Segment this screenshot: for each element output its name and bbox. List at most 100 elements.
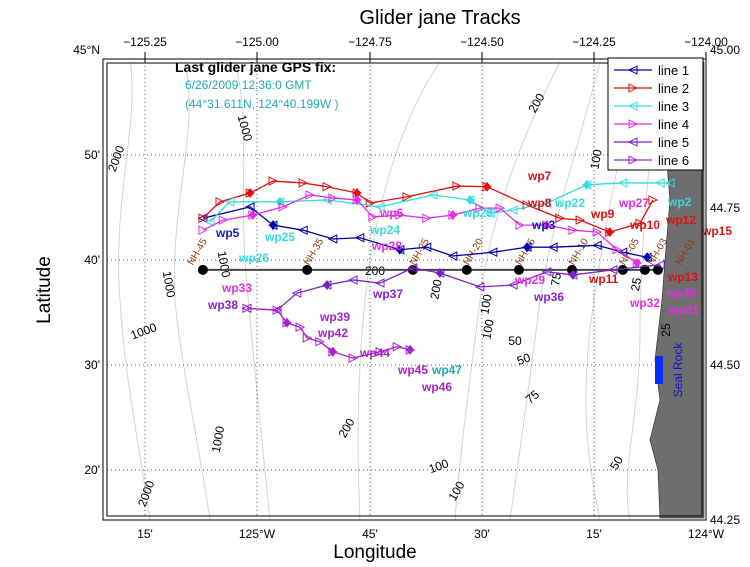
axis-ticks: −125.25 −125.00 −124.75 −124.50 −124.25 −124.… bbox=[73, 35, 740, 541]
waypoint-label: wp12 bbox=[665, 213, 696, 227]
legend-entry: line 5 bbox=[614, 135, 689, 150]
bottom-tick-label: 124°W bbox=[688, 527, 725, 541]
surfacing-diamond bbox=[353, 194, 362, 205]
left-tick-label: 40' bbox=[84, 253, 100, 267]
track-marker bbox=[347, 275, 358, 285]
track-marker bbox=[475, 203, 485, 213]
track-marker bbox=[354, 232, 365, 243]
waypoint-label: wp42 bbox=[317, 326, 348, 340]
surfacing-diamond bbox=[435, 268, 444, 279]
plot-frame bbox=[102, 58, 707, 521]
nh-station-marker bbox=[197, 264, 208, 275]
waypoint-label: wp46 bbox=[421, 380, 452, 394]
contour-label: 1000 bbox=[215, 250, 233, 279]
legend-label: line 1 bbox=[658, 63, 689, 78]
track-marker bbox=[242, 303, 253, 314]
seal-rock-label: Seal Rock bbox=[671, 342, 685, 398]
left-tick-label: 20' bbox=[84, 463, 100, 477]
surfacing-diamond bbox=[605, 227, 614, 238]
waypoint-label: wp30 bbox=[665, 286, 696, 300]
track-marker bbox=[627, 137, 638, 147]
track-line-4 bbox=[198, 190, 643, 268]
top-tick-label: −124.25 bbox=[572, 35, 616, 49]
waypoint-label: wp11 bbox=[588, 272, 619, 286]
surfacing-diamond bbox=[582, 179, 591, 190]
waypoint-label: wp32 bbox=[629, 296, 660, 310]
contour-label: 75 bbox=[523, 387, 542, 407]
surfacing-diamond bbox=[542, 220, 551, 231]
track-marker bbox=[485, 208, 495, 218]
track-marker bbox=[508, 280, 518, 290]
top-tick-label: −125.00 bbox=[235, 35, 279, 49]
nh-station-label: NH-35 bbox=[302, 236, 326, 267]
track-marker bbox=[302, 333, 313, 343]
waypoint-label: wp8 bbox=[527, 196, 552, 210]
surfacing-diamond bbox=[465, 194, 474, 205]
top-tick-label: −124.75 bbox=[348, 35, 392, 49]
legend-label: line 6 bbox=[658, 153, 689, 168]
nh-station-label: NH-15 bbox=[514, 236, 538, 267]
track-marker bbox=[422, 213, 432, 224]
waypoint-label: wp22 bbox=[554, 196, 585, 210]
track-marker bbox=[272, 305, 283, 315]
track-marker bbox=[291, 288, 302, 298]
legend-entry: line 6 bbox=[614, 153, 689, 168]
track-marker bbox=[575, 215, 586, 225]
legend-entry: line 4 bbox=[614, 117, 689, 132]
waypoint-label: wp38 bbox=[207, 298, 238, 312]
track-marker bbox=[515, 220, 525, 230]
nh-station-label: NH-25 bbox=[408, 236, 432, 267]
track-marker bbox=[368, 212, 378, 222]
surfacing-diamond bbox=[448, 210, 457, 221]
track-marker bbox=[427, 190, 438, 200]
waypoint-label: wp31 bbox=[668, 303, 699, 317]
track-marker bbox=[392, 341, 403, 352]
track-marker bbox=[487, 247, 498, 258]
track-marker bbox=[568, 225, 579, 235]
track-marker bbox=[375, 346, 386, 357]
surfacing-diamond bbox=[406, 344, 415, 355]
track-line-6 bbox=[242, 303, 416, 363]
track-marker bbox=[648, 195, 659, 205]
contour-label: 1000 bbox=[129, 320, 159, 342]
track-marker bbox=[474, 282, 485, 292]
waypoint-label: wp25 bbox=[264, 230, 295, 244]
track-marker bbox=[348, 353, 359, 363]
grid-lines bbox=[107, 62, 704, 518]
track-marker bbox=[452, 181, 463, 191]
contour-label: 200 bbox=[427, 278, 444, 300]
track-marker bbox=[204, 217, 215, 227]
contour-label: 100 bbox=[587, 148, 604, 170]
waypoint-label: wp39 bbox=[319, 310, 350, 324]
nh-station-label: NH-10 bbox=[567, 236, 591, 267]
track-marker bbox=[315, 336, 325, 347]
surfacing-diamond bbox=[269, 220, 278, 231]
legend-label: line 2 bbox=[658, 81, 689, 96]
seal-rock-marker bbox=[655, 356, 663, 384]
contour-label: 2000 bbox=[135, 478, 157, 508]
track-line bbox=[202, 194, 638, 264]
waypoint-label: wp27 bbox=[618, 196, 649, 210]
contour-label: 100 bbox=[445, 479, 467, 504]
track-marker bbox=[305, 190, 316, 200]
waypoint-label: wp47 bbox=[431, 363, 462, 377]
track-marker bbox=[244, 202, 255, 212]
track-marker bbox=[374, 202, 385, 212]
track-marker bbox=[327, 234, 338, 244]
track-marker bbox=[655, 260, 665, 270]
track-marker bbox=[628, 155, 639, 165]
contour-label: 100 bbox=[427, 456, 451, 476]
track-marker bbox=[407, 263, 418, 273]
track-marker bbox=[495, 203, 506, 213]
surfacing-diamond bbox=[246, 188, 255, 199]
track-marker bbox=[548, 242, 558, 252]
nh-station-marker bbox=[461, 264, 472, 275]
track-marker bbox=[295, 322, 306, 333]
contour-label: 100 bbox=[477, 293, 494, 315]
contour-label: 2000 bbox=[105, 143, 127, 173]
waypoint-label: wp36 bbox=[533, 290, 564, 304]
gps-heading: Last glider jane GPS fix: bbox=[175, 59, 336, 75]
nh-station-marker bbox=[513, 264, 524, 275]
left-tick-label: 50' bbox=[84, 148, 100, 162]
waypoint-label: wp9 bbox=[590, 207, 615, 221]
